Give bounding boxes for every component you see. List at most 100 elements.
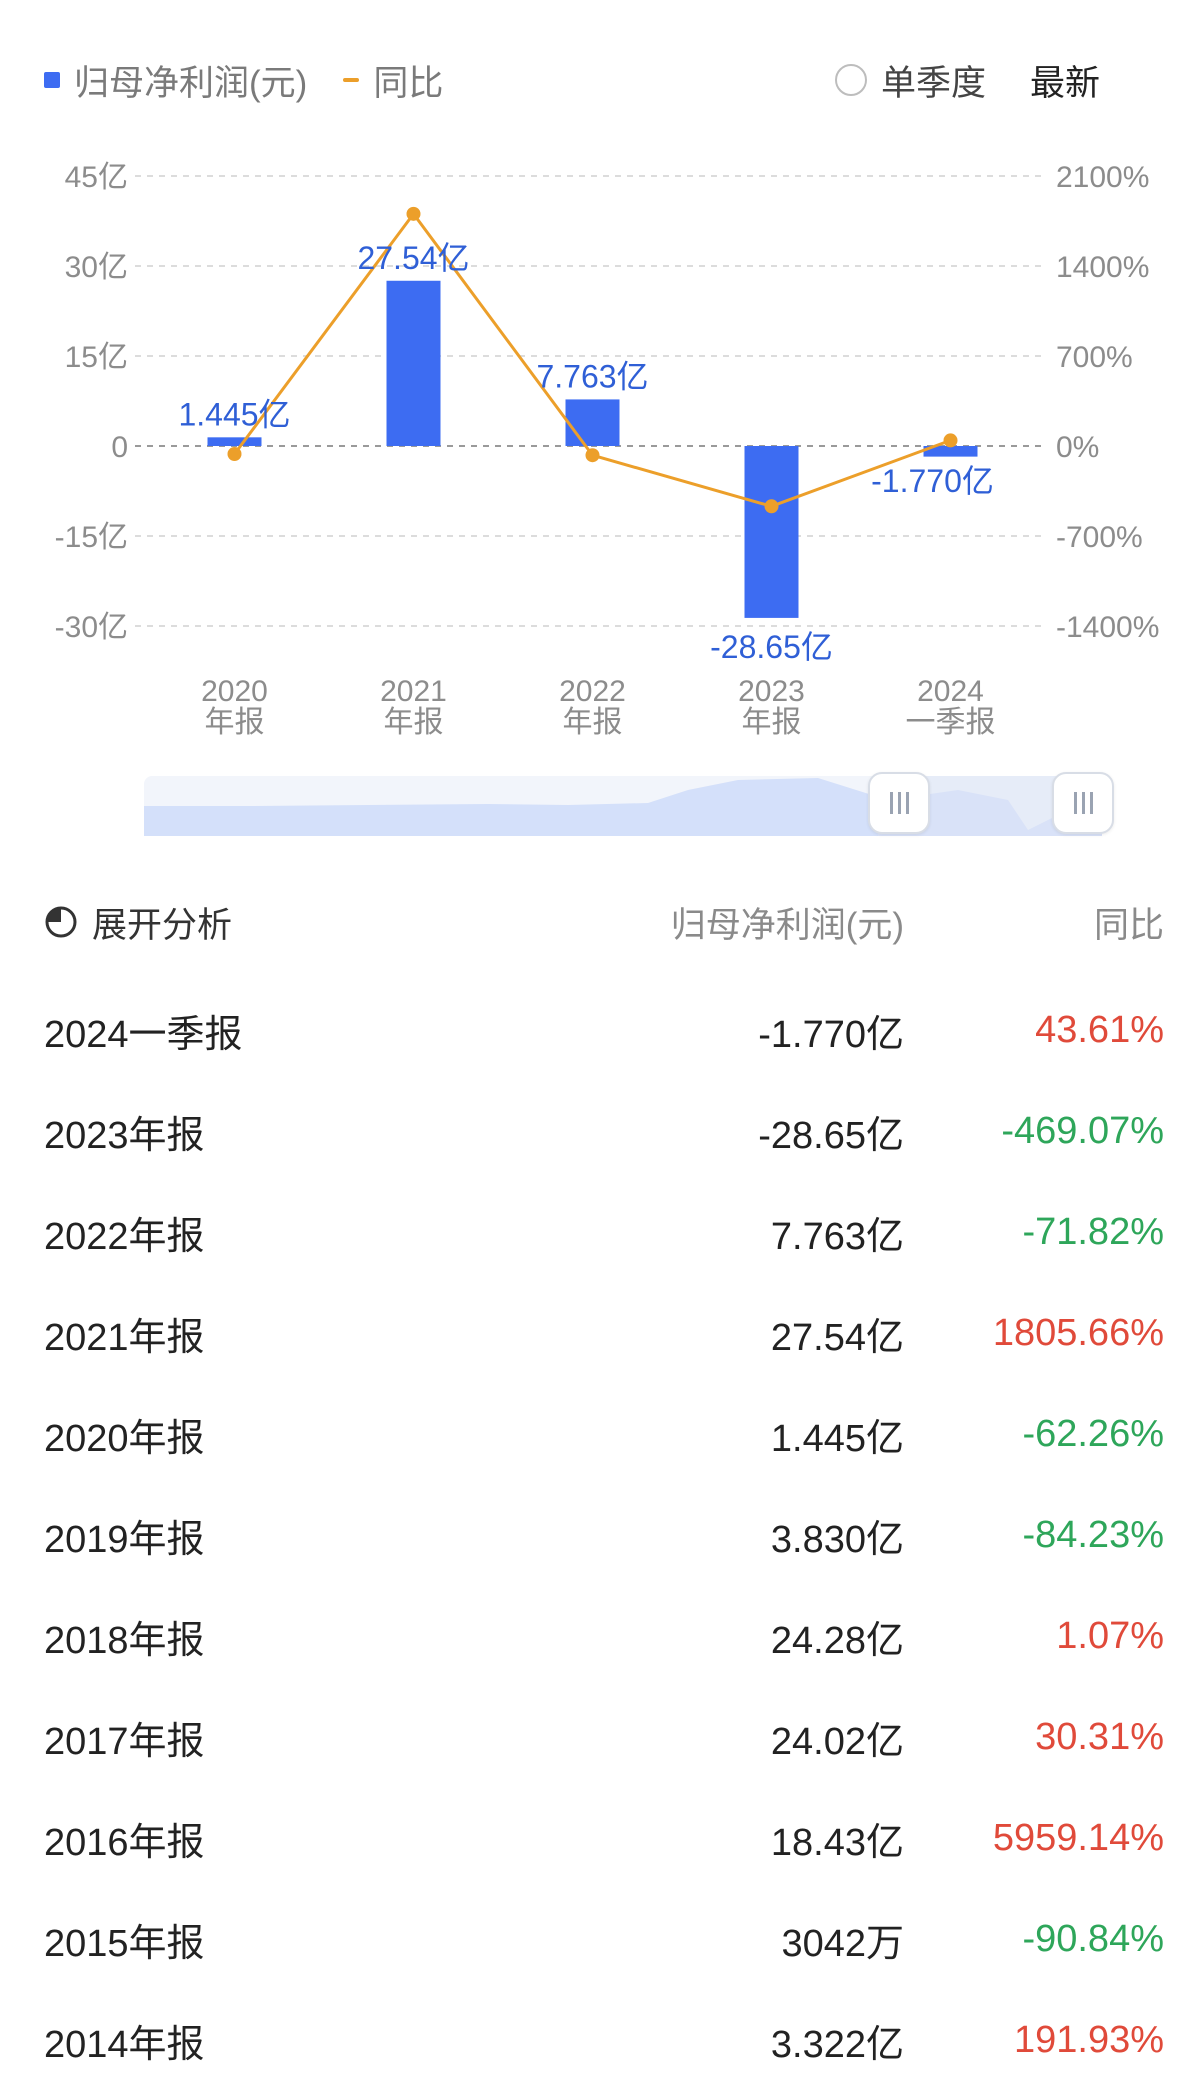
x-tick-label-year: 2023 [738, 675, 805, 708]
bar [207, 437, 262, 446]
table-row[interactable]: 2022年报 7.763亿 -71.82% [44, 1182, 1164, 1283]
table-row[interactable]: 2017年报 24.02亿 30.31% [44, 1687, 1164, 1788]
yoy-point [943, 433, 958, 448]
right-tick-label: -700% [1056, 521, 1143, 554]
table-row[interactable]: 2021年报 27.54亿 1805.66% [44, 1283, 1164, 1384]
grip-icon [1073, 792, 1093, 814]
bar-data-label: 7.763亿 [536, 358, 648, 394]
row-value: 24.02亿 [770, 1721, 904, 1763]
row-period: 2016年报 [44, 1822, 205, 1864]
bar [923, 446, 978, 457]
x-tick-label-year: 2024 [917, 675, 984, 708]
row-yoy: 5959.14% [992, 1817, 1164, 1859]
x-tick-label-year: 2021 [380, 675, 447, 708]
x-tick-label-period: 年报 [742, 706, 802, 739]
column-header-value: 归母净利润(元) [670, 905, 904, 945]
row-value: 3.322亿 [770, 2024, 904, 2066]
table-row[interactable]: 2020年报 1.445亿 -62.26% [44, 1384, 1164, 1485]
range-slider[interactable] [128, 770, 1118, 840]
table-row[interactable]: 2015年报 3042万 -90.84% [44, 1889, 1164, 1990]
row-value: -28.65亿 [758, 1115, 904, 1157]
row-period: 2023年报 [44, 1115, 205, 1157]
yoy-point [764, 499, 779, 514]
yoy-point [406, 206, 421, 221]
legend-label-yoy: 同比 [373, 63, 444, 103]
slider-handle-left[interactable] [868, 772, 930, 834]
right-tick-label: 700% [1056, 341, 1133, 374]
single-quarter-radio[interactable] [834, 64, 867, 96]
bar-data-label: -1.770亿 [871, 463, 994, 499]
legend-item-yoy[interactable]: 同比 [343, 55, 443, 106]
single-quarter-label[interactable]: 单季度 [880, 63, 986, 103]
left-tick-label: 45亿 [65, 161, 128, 194]
grip-icon [889, 792, 909, 814]
legend-item-profit[interactable]: 归母净利润(元) [44, 55, 307, 106]
row-value: -1.770亿 [758, 1014, 904, 1056]
left-tick-label: 30亿 [65, 251, 128, 284]
table-row[interactable]: 2019年报 3.830亿 -84.23% [44, 1485, 1164, 1586]
right-tick-label: 1400% [1056, 251, 1149, 284]
table-row[interactable]: 2014年报 3.322亿 191.93% [44, 1990, 1164, 2091]
x-tick-label-period: 一季报 [906, 706, 996, 739]
row-yoy: -90.84% [1022, 1918, 1164, 1960]
row-period: 2020年报 [44, 1418, 205, 1460]
left-tick-label: 15亿 [65, 341, 128, 374]
table-row[interactable]: 2018年报 24.28亿 1.07% [44, 1586, 1164, 1687]
expand-analysis-button[interactable]: 展开分析 [44, 897, 544, 948]
left-tick-label: 0 [111, 431, 128, 464]
x-tick-label-period: 年报 [384, 706, 444, 739]
x-tick-label-period: 年报 [205, 706, 265, 739]
profit-chart: 45亿 30亿 15亿 0 -15亿 -30亿 2100% 1400% 700% 0% -700% -… [55, 161, 1160, 739]
left-tick-label: -30亿 [55, 611, 128, 644]
row-period: 2015年报 [44, 1923, 205, 1965]
bar [744, 446, 799, 618]
expand-analysis-label: 展开分析 [92, 905, 233, 945]
table-row[interactable]: 2023年报 -28.65亿 -469.07% [44, 1081, 1164, 1182]
data-table: 2024一季报 -1.770亿 43.61% 2023年报 -28.65亿 -469.07… [44, 980, 1164, 2091]
legend-swatch-line [343, 78, 360, 82]
legend-swatch-bar [44, 72, 60, 88]
row-period: 2019年报 [44, 1519, 205, 1561]
row-yoy: 191.93% [1013, 2019, 1164, 2061]
row-yoy: -62.26% [1022, 1413, 1164, 1455]
slider-handle-right[interactable] [1052, 772, 1114, 834]
slider-area [144, 778, 1102, 836]
latest-button[interactable]: 最新 [1029, 63, 1100, 103]
bar-data-label: -28.65亿 [710, 629, 833, 665]
bar-data-label: 1.445亿 [178, 396, 290, 432]
row-value: 3.830亿 [770, 1519, 904, 1561]
row-value: 18.43亿 [770, 1822, 904, 1864]
row-value: 3042万 [781, 1923, 904, 1965]
row-yoy: 43.61% [1035, 1009, 1164, 1051]
row-yoy: -84.23% [1022, 1514, 1164, 1556]
x-tick-label-year: 2020 [201, 675, 268, 708]
right-tick-label: 0% [1056, 431, 1099, 464]
yoy-point [585, 448, 600, 463]
bar [386, 280, 441, 446]
row-yoy: 1805.66% [992, 1312, 1164, 1354]
row-value: 7.763亿 [770, 1216, 904, 1258]
row-period: 2018年报 [44, 1620, 205, 1662]
yoy-point [227, 447, 242, 462]
row-value: 24.28亿 [770, 1620, 904, 1662]
table-row[interactable]: 2024一季报 -1.770亿 43.61% [44, 980, 1164, 1081]
left-tick-label: -15亿 [55, 521, 128, 554]
table-row[interactable]: 2016年报 18.43亿 5959.14% [44, 1788, 1164, 1889]
row-period: 2021年报 [44, 1317, 205, 1359]
row-period: 2017年报 [44, 1721, 205, 1763]
pie-chart-icon [45, 906, 77, 938]
slider-preview [144, 776, 1102, 836]
chart-legend: 归母净利润(元) 同比 [44, 52, 479, 108]
row-period: 2024一季报 [44, 1014, 243, 1056]
column-header-yoy: 同比 [1093, 905, 1164, 945]
table-header: 展开分析 归母净利润(元) 同比 [44, 892, 1164, 952]
bar-data-label: 27.54亿 [357, 240, 469, 276]
right-tick-label: 2100% [1056, 161, 1149, 194]
legend-label-profit: 归母净利润(元) [74, 63, 308, 103]
bar [565, 399, 620, 446]
row-value: 1.445亿 [770, 1418, 904, 1460]
x-tick-label-year: 2022 [559, 675, 626, 708]
row-yoy: -469.07% [1001, 1110, 1164, 1152]
x-tick-label-period: 年报 [563, 706, 623, 739]
chart-controls: 单季度 最新 [834, 52, 1100, 108]
